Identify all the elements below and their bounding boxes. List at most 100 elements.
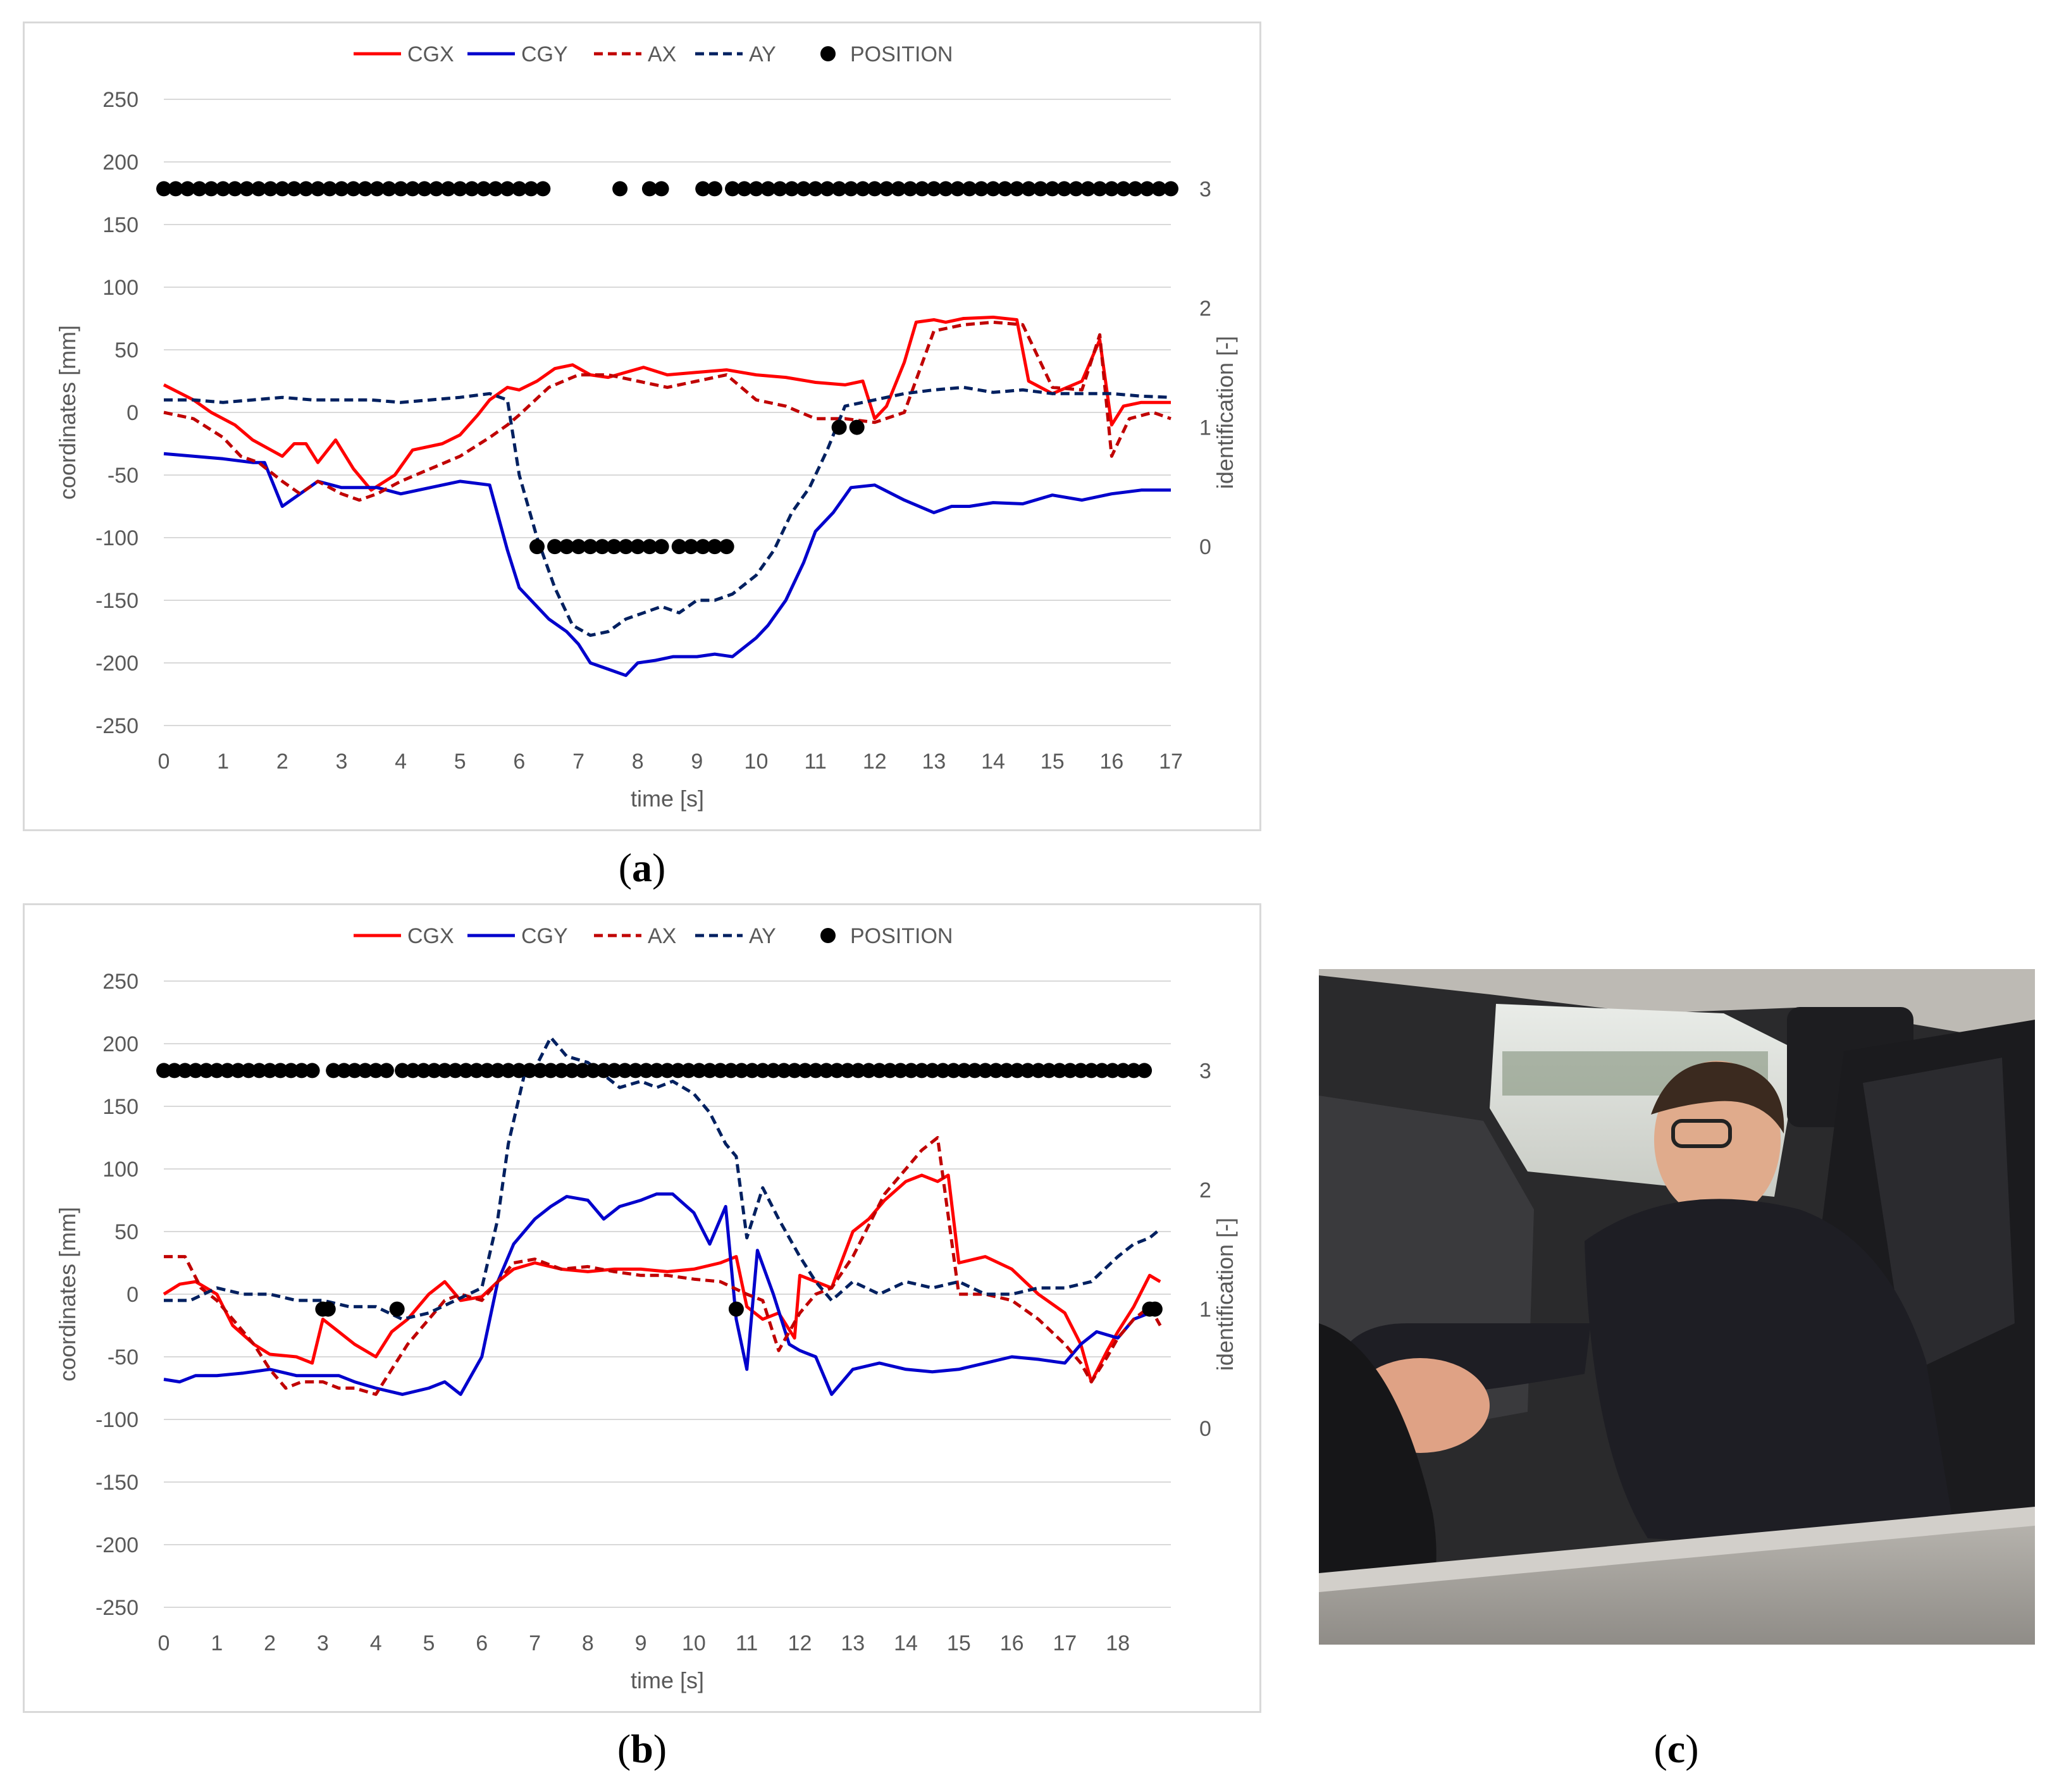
position-marker bbox=[630, 539, 646, 555]
position-marker bbox=[938, 181, 954, 197]
y-tick-label: 50 bbox=[114, 338, 139, 362]
position-marker bbox=[839, 1063, 855, 1078]
position-marker bbox=[287, 181, 302, 197]
series-line-cgy bbox=[163, 1192, 1161, 1396]
position-marker bbox=[1126, 1063, 1142, 1078]
position-marker bbox=[867, 181, 882, 197]
legend-label: AY bbox=[749, 924, 776, 948]
position-marker bbox=[464, 181, 479, 197]
x-tick-label: 17 bbox=[1159, 750, 1183, 774]
legend-label: CGX bbox=[407, 42, 454, 66]
position-marker bbox=[1139, 181, 1155, 197]
y-tick-label: -50 bbox=[108, 1345, 139, 1369]
position-marker bbox=[986, 181, 1001, 197]
position-marker bbox=[469, 1063, 485, 1078]
position-marker bbox=[1010, 1063, 1025, 1078]
position-marker bbox=[606, 539, 622, 555]
position-marker bbox=[500, 181, 516, 197]
x-tick-label: 6 bbox=[513, 750, 525, 774]
y-tick-label: 250 bbox=[102, 88, 139, 112]
position-marker bbox=[203, 181, 219, 197]
position-marker bbox=[787, 1063, 803, 1078]
y-tick-label: 150 bbox=[102, 1095, 139, 1119]
position-marker bbox=[649, 1063, 665, 1078]
y-tick-label: -50 bbox=[108, 464, 139, 488]
series-line-ax bbox=[164, 1136, 1162, 1396]
y-tick-label: -200 bbox=[96, 1533, 139, 1557]
position-marker bbox=[683, 539, 699, 555]
position-marker bbox=[393, 181, 409, 197]
position-marker bbox=[447, 1063, 463, 1078]
x-tick-label: 11 bbox=[804, 750, 826, 774]
y2-tick-label: 1 bbox=[1199, 1298, 1211, 1322]
y-tick-label: 0 bbox=[127, 1283, 139, 1307]
y2-axis-title: identification [-] bbox=[1212, 336, 1238, 489]
position-marker bbox=[395, 1063, 411, 1078]
position-marker bbox=[855, 181, 871, 197]
legend-label: POSITION bbox=[850, 924, 953, 948]
position-marker bbox=[241, 1063, 257, 1078]
position-marker bbox=[1062, 1063, 1078, 1078]
x-axis-title: time [s] bbox=[631, 1667, 704, 1693]
position-marker bbox=[1163, 181, 1178, 197]
legend-item-cgy: CGY bbox=[467, 924, 568, 948]
position-marker bbox=[808, 181, 824, 197]
position-marker bbox=[956, 1063, 972, 1078]
position-marker bbox=[988, 1063, 1004, 1078]
position-marker bbox=[924, 1063, 940, 1078]
position-marker bbox=[389, 1301, 405, 1317]
position-marker bbox=[1080, 181, 1096, 197]
legend-item-ay: AY bbox=[695, 42, 776, 66]
legend-label: CGX bbox=[407, 924, 454, 948]
caption-c: (c) bbox=[1653, 1726, 1699, 1771]
x-tick-label: 8 bbox=[632, 750, 644, 774]
position-marker bbox=[294, 1063, 309, 1078]
position-marker bbox=[283, 1063, 299, 1078]
position-marker bbox=[893, 1063, 908, 1078]
legend-label: AX bbox=[648, 924, 676, 948]
position-marker bbox=[748, 181, 764, 197]
legend-swatch bbox=[820, 928, 836, 943]
position-marker bbox=[1147, 1301, 1163, 1317]
position-marker bbox=[166, 1063, 182, 1078]
position-marker bbox=[819, 1063, 834, 1078]
position-marker bbox=[914, 181, 930, 197]
position-marker bbox=[529, 539, 545, 555]
x-tick-label: 7 bbox=[529, 1631, 541, 1655]
position-marker bbox=[239, 181, 255, 197]
legend-swatch bbox=[820, 46, 836, 61]
position-marker bbox=[1115, 1063, 1131, 1078]
position-marker bbox=[695, 539, 711, 555]
y2-tick-label: 2 bbox=[1199, 1178, 1211, 1202]
x-tick-label: 18 bbox=[1106, 1631, 1130, 1655]
position-marker bbox=[405, 1063, 421, 1078]
position-marker bbox=[946, 1063, 961, 1078]
position-marker bbox=[808, 1063, 824, 1078]
y2-tick-label: 3 bbox=[1199, 1059, 1211, 1083]
position-marker bbox=[437, 1063, 453, 1078]
position-marker bbox=[180, 181, 195, 197]
position-marker bbox=[523, 181, 539, 197]
position-marker bbox=[1137, 1063, 1153, 1078]
position-marker bbox=[1041, 1063, 1057, 1078]
position-marker bbox=[251, 1063, 267, 1078]
driver-photo bbox=[1319, 969, 2035, 1645]
position-marker bbox=[849, 419, 865, 435]
position-marker bbox=[553, 1063, 569, 1078]
caption-b: (b) bbox=[617, 1726, 667, 1771]
position-marker bbox=[333, 181, 349, 197]
position-marker bbox=[188, 1063, 204, 1078]
position-marker bbox=[736, 181, 752, 197]
position-marker bbox=[879, 181, 894, 197]
y-tick-label: 100 bbox=[102, 276, 139, 300]
x-axis-title: time [s] bbox=[631, 786, 704, 812]
x-tick-label: 9 bbox=[691, 750, 703, 774]
position-marker bbox=[500, 1063, 516, 1078]
series-line-cgy bbox=[163, 452, 1171, 677]
position-marker bbox=[719, 539, 734, 555]
x-tick-label: 3 bbox=[317, 1631, 329, 1655]
position-marker bbox=[861, 1063, 877, 1078]
position-marker bbox=[559, 539, 574, 555]
legend-item-position: POSITION bbox=[820, 42, 953, 66]
series-line-ay bbox=[164, 1035, 1161, 1321]
